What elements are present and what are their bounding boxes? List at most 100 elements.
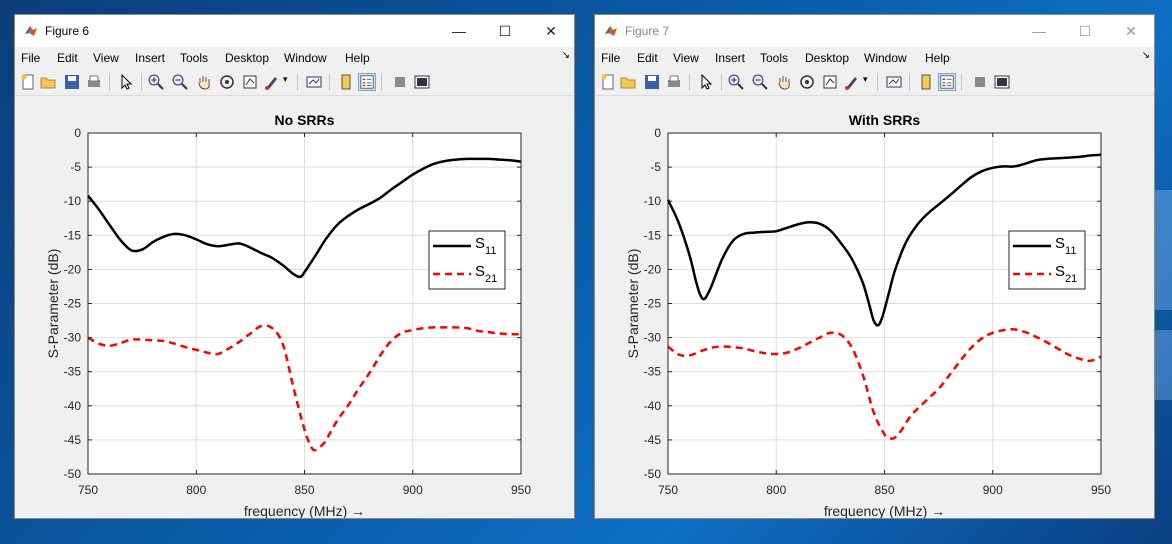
menu-desktop[interactable]: Desktop <box>805 51 850 65</box>
figure-window[interactable]: Figure 6 — ☐ ✕ File Edit View Insert Too… <box>14 14 575 519</box>
menu-insert[interactable]: Insert <box>135 51 166 65</box>
x-tick-label: 850 <box>874 483 894 497</box>
maximize-button[interactable]: ☐ <box>498 23 512 39</box>
maximize-button[interactable]: ☐ <box>1078 23 1092 39</box>
save-icon[interactable] <box>63 73 81 91</box>
menu-insert[interactable]: Insert <box>715 51 746 65</box>
colorbar-icon[interactable] <box>917 73 935 91</box>
dock-arrow-icon[interactable]: ↘ <box>561 50 570 61</box>
x-tick-label: 900 <box>403 483 423 497</box>
rotate-3d-icon[interactable] <box>798 73 816 91</box>
hide-plot-tools-icon[interactable] <box>971 73 989 91</box>
toolbar: ▾ <box>15 69 574 96</box>
menu-tools[interactable]: Tools <box>180 51 209 65</box>
legend-icon[interactable] <box>938 73 956 91</box>
show-plot-tools-icon[interactable] <box>413 73 431 91</box>
menu-edit[interactable]: Edit <box>637 51 658 65</box>
brush-dropdown-icon[interactable]: ▾ <box>863 74 868 84</box>
menu-tools[interactable]: Tools <box>760 51 789 65</box>
link-plot-icon[interactable] <box>305 73 323 91</box>
y-tick-label: -45 <box>644 433 662 447</box>
toolbar-separator <box>109 73 110 91</box>
y-tick-label: -40 <box>64 399 82 413</box>
zoom-in-icon[interactable] <box>727 73 745 91</box>
data-cursor-icon[interactable] <box>241 73 259 91</box>
x-tick-label: 900 <box>983 483 1003 497</box>
chart-canvas[interactable]: 750 800 850 900 950 0 -5 -10 -15 -20 -25 -30 -35 -40 -… <box>15 96 574 518</box>
y-tick-label: -20 <box>64 262 82 276</box>
colorbar-icon[interactable] <box>337 73 355 91</box>
menu-window[interactable]: Window <box>284 51 327 65</box>
title-bar[interactable]: Figure 7 — ☐ ✕ <box>595 15 1154 47</box>
window-title: Figure 7 <box>625 24 670 38</box>
pointer-icon[interactable] <box>697 73 715 91</box>
toolbar-separator <box>909 73 910 91</box>
toolbar-separator <box>297 73 298 91</box>
close-button[interactable]: ✕ <box>545 23 557 39</box>
series-line-s11 <box>87 157 522 279</box>
legend-icon[interactable] <box>358 73 376 91</box>
x-tick-label: 950 <box>1091 483 1111 497</box>
hide-plot-tools-icon[interactable] <box>391 73 409 91</box>
save-icon[interactable] <box>643 73 661 91</box>
open-file-icon[interactable] <box>39 73 57 91</box>
minimize-button[interactable]: — <box>1032 23 1046 39</box>
menu-view[interactable]: View <box>673 51 699 65</box>
rotate-3d-icon[interactable] <box>218 73 236 91</box>
y-tick-label: 0 <box>74 126 81 140</box>
show-plot-tools-icon[interactable] <box>993 73 1011 91</box>
open-file-icon[interactable] <box>619 73 637 91</box>
series-line-s11 <box>666 153 1102 327</box>
new-figure-icon[interactable] <box>599 73 617 91</box>
zoom-in-icon[interactable] <box>147 73 165 91</box>
menu-window[interactable]: Window <box>864 51 907 65</box>
legend-label-s11: S11 <box>1055 235 1076 257</box>
y-tick-label: -10 <box>64 194 82 208</box>
pointer-icon[interactable] <box>117 73 135 91</box>
y-tick-label: -35 <box>64 365 82 379</box>
brush-icon[interactable] <box>843 73 861 91</box>
print-icon[interactable] <box>665 73 683 91</box>
y-tick-label: -35 <box>644 365 662 379</box>
menu-file[interactable]: File <box>601 51 621 65</box>
dock-arrow-icon[interactable]: ↘ <box>1141 50 1150 61</box>
pan-hand-icon[interactable] <box>195 73 213 91</box>
y-tick-label: -50 <box>64 467 82 481</box>
pan-hand-icon[interactable] <box>775 73 793 91</box>
print-icon[interactable] <box>85 73 103 91</box>
toolbar-separator <box>961 73 962 91</box>
y-tick-label: -20 <box>644 262 662 276</box>
figure-window[interactable]: Figure 7 — ☐ ✕ File Edit View Insert Too… <box>594 14 1155 519</box>
toolbar-separator <box>141 73 142 91</box>
brush-icon[interactable] <box>263 73 281 91</box>
new-figure-icon[interactable] <box>19 73 37 91</box>
y-tick-label: -15 <box>644 228 662 242</box>
menu-help[interactable]: Help <box>345 51 370 65</box>
x-tick-label: 750 <box>658 483 678 497</box>
brush-dropdown-icon[interactable]: ▾ <box>283 74 288 84</box>
data-cursor-icon[interactable] <box>821 73 839 91</box>
series-line-s21 <box>667 328 1102 440</box>
x-axis-label: frequency (MHz) → <box>244 503 365 518</box>
toolbar-separator <box>877 73 878 91</box>
minimize-button[interactable]: — <box>452 23 466 39</box>
chart-canvas[interactable]: 750 800 850 900 950 0 -5 -10 -15 -20 -25 -30 -35 -40 -… <box>595 96 1154 518</box>
title-bar[interactable]: Figure 6 — ☐ ✕ <box>15 15 574 47</box>
zoom-out-icon[interactable] <box>751 73 769 91</box>
legend-label-s21: S21 <box>475 263 497 285</box>
toolbar: ▾ <box>595 69 1154 96</box>
close-button[interactable]: ✕ <box>1125 23 1137 39</box>
menu-desktop[interactable]: Desktop <box>225 51 270 65</box>
x-tick-label: 800 <box>186 483 206 497</box>
series-line-s21 <box>87 324 522 452</box>
x-tick-label: 950 <box>511 483 531 497</box>
menu-help[interactable]: Help <box>925 51 950 65</box>
zoom-out-icon[interactable] <box>171 73 189 91</box>
menu-file[interactable]: File <box>21 51 41 65</box>
menu-view[interactable]: View <box>93 51 119 65</box>
toolbar-separator <box>381 73 382 91</box>
menu-edit[interactable]: Edit <box>57 51 78 65</box>
link-plot-icon[interactable] <box>885 73 903 91</box>
